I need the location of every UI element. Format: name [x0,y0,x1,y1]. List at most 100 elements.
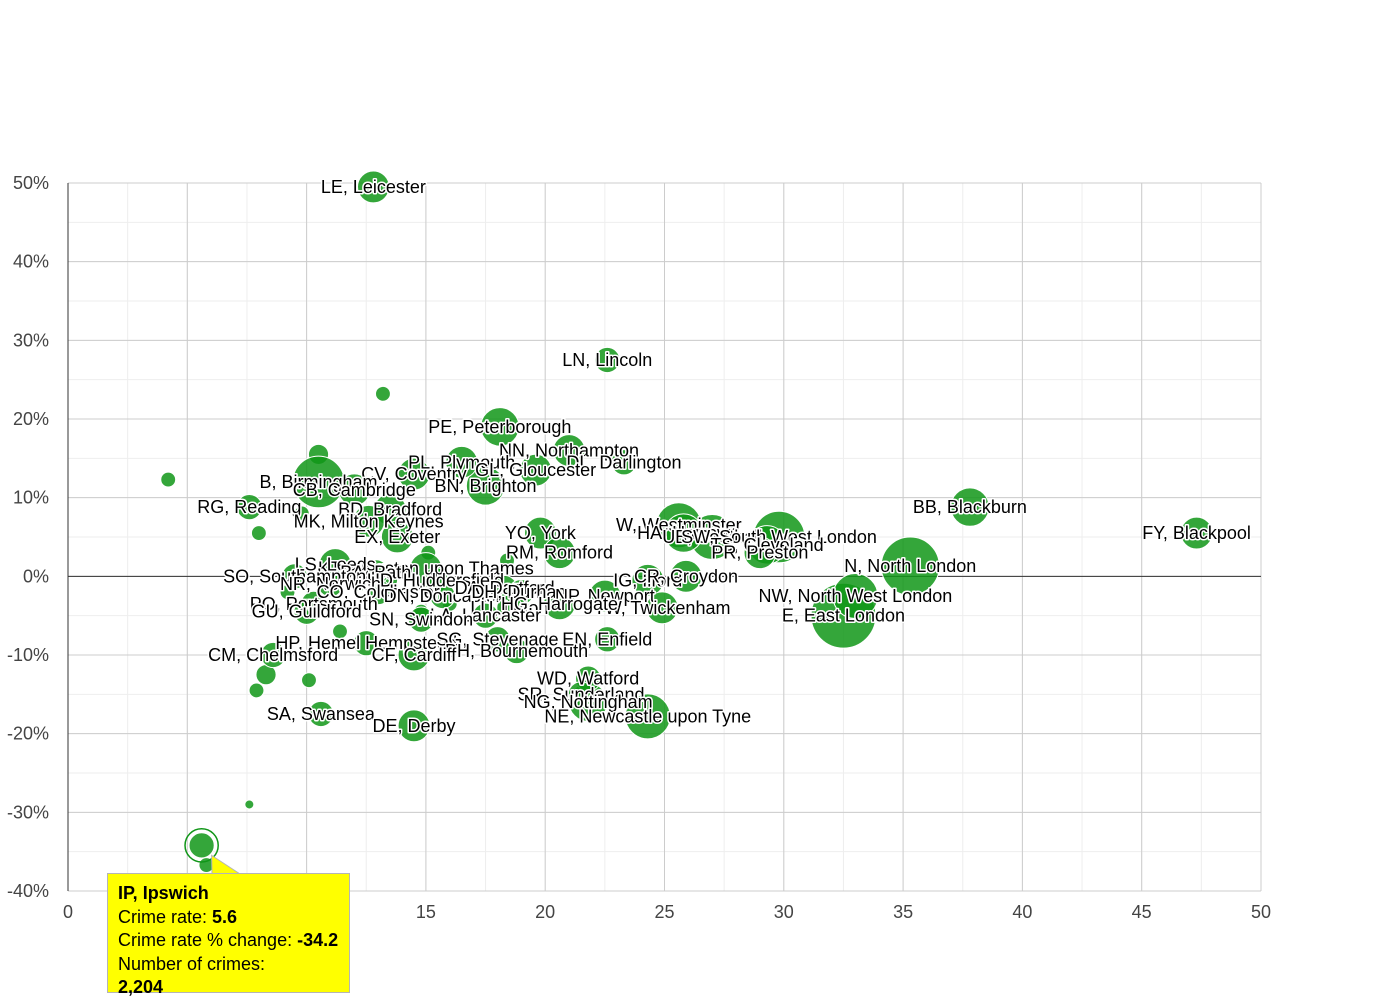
bubble [429,582,456,610]
bubble [337,473,371,507]
bubble-label: DN, Doncaster [384,586,502,606]
bubble [351,576,368,593]
bubble-label: EX, Exeter [354,527,440,547]
bubble-label: DA, Dartford [455,578,555,598]
tooltip-rate-label: Crime rate: [118,906,208,927]
bubble [880,536,940,596]
x-tick-label: 40 [1012,902,1032,922]
tooltip: IP, Ipswich Crime rate: 5.6 Crime rate %… [107,873,350,997]
bubble-label: SN, Swindon [369,610,473,630]
bubble [669,559,703,593]
bubble [293,505,310,522]
bubble-label: CB, Cambridge [293,480,416,500]
bubble-label: PE, Peterborough [428,417,571,437]
bubble [301,672,317,689]
bubble [281,563,308,590]
bubble [236,494,263,521]
y-tick-label: 0% [23,566,49,586]
highlight-ring [184,828,219,863]
bubble-label: E, East London [782,606,905,626]
bubble [445,445,479,479]
bubble-label: CV, Coventry [361,464,466,484]
bubble-label: EN, Enfield [562,629,652,649]
bubble-label: NG, Nottingham [524,692,653,712]
tooltip-pointer [211,854,242,875]
bubble [484,626,511,653]
x-tick-label: 20 [535,902,555,922]
bubble [380,520,414,554]
bubble-label: LU, Luton [470,598,548,618]
y-tick-label: -20% [7,724,49,744]
bubble-label: CM, Chelmsford [208,645,338,665]
bubble-label: SO, Southampton [223,566,366,586]
bubble [480,407,520,447]
bubble-label: CO, Colchester [317,582,440,602]
tooltip-crimes-label: Number of crimes: [118,953,266,974]
x-tick-label: 25 [654,902,674,922]
bubble-label: NR, Norwich [280,574,381,594]
bubble [352,504,386,538]
bubble-label: HP, Hemel Hempstead [275,633,457,653]
bubble [317,571,344,598]
tooltip-title: IP, Ipswich [118,883,209,903]
bubble-label: LE, Leicester [321,177,426,197]
tooltip-change-value: -34.2 [297,930,339,950]
bubble-label: DH, Durham [471,582,571,602]
x-tick-label: 45 [1132,902,1152,922]
bubble-label: UB, Southall [662,527,762,547]
bubble [365,578,392,606]
bubble [293,598,320,625]
bubble-label: HG, Harrogate [501,594,618,614]
bubble [444,639,461,656]
bubble-label: MK, Milton Keynes [294,511,444,531]
bubble [631,563,665,597]
bubble-label: BA, Bath [340,562,411,582]
bubble-label: CR, Croydon [634,566,738,586]
bubble [188,832,215,859]
bubble-label: LN, Lincoln [562,350,652,370]
bubble-label: RM, Romford [506,543,613,563]
bubble-label: DE, Derby [372,716,455,736]
tooltip-crimes-value: 2,204 [118,977,164,997]
bubble-label: SR, Sunderland [517,684,644,704]
bubble-label: FY, Blackpool [1142,523,1251,543]
bubble [499,552,515,569]
bubble-label: SA, Swansea [267,704,376,724]
bubble [594,346,621,374]
bubble-label: BB, Blackburn [913,497,1027,517]
x-tick-label: 50 [1251,902,1271,922]
bubble-label: LS, Leeds [295,555,376,575]
bubble-label: HA, Harrow [637,523,731,543]
x-tick-label: 15 [416,902,436,922]
bubble [397,457,431,491]
bubble-label: B, Birmingham [260,472,378,492]
bubble [567,681,595,708]
bubble [594,626,621,653]
bubble-label: SW, South West London [681,527,877,547]
bubble [610,449,638,476]
bubble-label: SG, Stevenage [436,629,558,649]
bubble [260,641,287,669]
bubble [503,637,530,665]
bubble [353,630,380,657]
bubble-label: YO, York [505,523,577,543]
y-tick-label: -10% [7,645,49,665]
bubble-label: KT, Kingston upon Thames [318,558,534,578]
bubble-label: BH, Bournemouth [445,641,588,661]
bubble-label: GL, Gloucester [475,460,596,480]
bubble [832,573,879,619]
bubble-label: BD, Bradford [338,499,442,519]
bubble [397,638,431,672]
bubble-label: NP, Newport [555,586,655,606]
y-tick-label: -40% [7,881,49,901]
bubble-label: W, Westminster [616,515,742,535]
bubble [465,466,506,506]
bubble-labels: LE, Leicester LN, Lincoln PE, Peterborough… [196,175,1253,737]
bubble [397,709,431,743]
bubble-label: NE, Newcastle upon Tyne [544,706,751,726]
tooltip-change-label: Crime rate % change: [118,930,293,950]
bubble [552,434,586,467]
bubble [250,525,267,542]
bubble [519,453,553,487]
